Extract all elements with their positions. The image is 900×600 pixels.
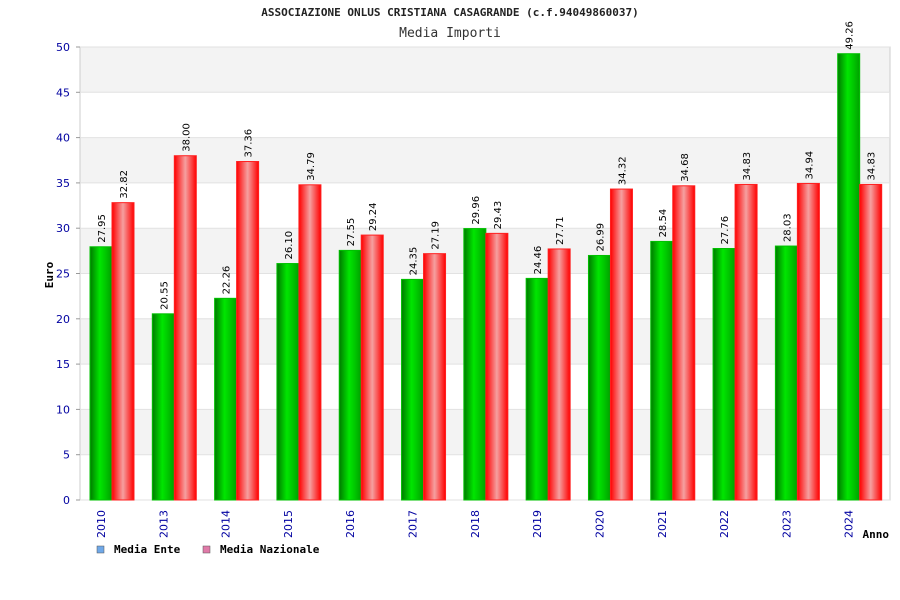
y-tick-label: 50 — [56, 41, 70, 54]
bar-media-ente-2016 — [338, 249, 362, 501]
legend: Media Ente Media Nazionale — [96, 543, 320, 556]
data-label: 34.83 — [742, 152, 753, 181]
data-label: 28.54 — [658, 209, 669, 238]
bar-media-ente-2021 — [650, 240, 674, 501]
y-axis-ticks: 0 5 10 15 20 25 30 35 40 45 50 — [56, 41, 70, 507]
y-tick-label: 0 — [63, 494, 70, 507]
x-tick-label: 2017 — [407, 510, 420, 538]
x-tick-label: 2024 — [843, 510, 856, 538]
bar-media-nazionale-2014 — [236, 161, 260, 501]
data-label: 27.19 — [431, 221, 442, 250]
bar-media-nazionale-2020 — [609, 188, 633, 501]
x-tick-label: 2010 — [95, 510, 108, 538]
data-label: 27.95 — [97, 214, 108, 243]
x-tick-label: 2023 — [780, 510, 793, 538]
x-tick-label: 2015 — [282, 510, 295, 538]
data-label: 29.24 — [368, 202, 379, 231]
bar-media-ente-2023 — [774, 245, 798, 501]
data-label: 27.55 — [346, 218, 357, 247]
data-label: 28.03 — [782, 213, 793, 242]
bar-media-nazionale-2018 — [485, 232, 509, 501]
data-label: 32.82 — [119, 170, 130, 199]
data-label: 27.71 — [555, 216, 566, 245]
data-label: 26.10 — [284, 231, 295, 260]
bar-media-nazionale-2017 — [423, 253, 447, 501]
bar-media-nazionale-2022 — [734, 183, 758, 501]
bar-media-ente-2018 — [463, 228, 487, 501]
chart-title: ASSOCIAZIONE ONLUS CRISTIANA CASAGRANDE … — [261, 6, 639, 19]
bars: 27.95 32.82 20.55 38.00 22.26 37.36 26.10 34.79… — [89, 21, 883, 501]
y-tick-label: 30 — [56, 222, 70, 235]
y-tick-label: 35 — [56, 177, 70, 190]
bar-media-ente-2024 — [837, 53, 861, 501]
data-label: 20.55 — [159, 281, 170, 310]
bar-media-nazionale-2010 — [111, 202, 135, 501]
x-tick-label: 2018 — [469, 510, 482, 538]
x-tick-label: 2014 — [220, 510, 233, 538]
bar-media-ente-2020 — [587, 254, 611, 501]
data-label: 26.99 — [595, 223, 606, 252]
bar-media-nazionale-2015 — [298, 184, 322, 501]
data-label: 29.43 — [493, 201, 504, 230]
data-label: 29.96 — [471, 196, 482, 225]
x-tick-label: 2022 — [718, 510, 731, 538]
data-label: 34.83 — [867, 152, 878, 181]
data-label: 24.46 — [533, 246, 544, 275]
legend-swatch-media-ente — [96, 545, 105, 554]
data-label: 38.00 — [181, 123, 192, 152]
x-tick-label: 2016 — [344, 510, 357, 538]
x-tick-label: 2020 — [593, 510, 606, 538]
legend-label-media-nazionale: Media Nazionale — [220, 543, 320, 556]
bar-media-ente-2022 — [712, 247, 736, 501]
data-label: 49.26 — [845, 21, 856, 50]
bar-media-ente-2013 — [151, 313, 175, 501]
y-tick-label: 20 — [56, 313, 70, 326]
legend-swatch-media-nazionale — [202, 545, 211, 554]
data-label: 27.76 — [720, 216, 731, 245]
bar-media-ente-2014 — [214, 297, 238, 501]
y-tick-label: 40 — [56, 132, 70, 145]
x-tick-label: 2013 — [157, 510, 170, 538]
x-tick-label: 2019 — [531, 510, 544, 538]
bar-media-nazionale-2023 — [796, 182, 820, 501]
x-axis-ticks: 2010 2013 2014 2015 2016 2017 2018 2019 2020 2021… — [95, 510, 856, 538]
data-label: 37.36 — [244, 129, 255, 158]
y-axis-label: Euro — [43, 261, 56, 288]
bar-media-nazionale-2024 — [859, 183, 883, 501]
bar-media-nazionale-2021 — [672, 185, 696, 501]
bar-media-ente-2015 — [276, 263, 300, 501]
y-tick-label: 15 — [56, 358, 70, 371]
x-tick-label: 2021 — [656, 510, 669, 538]
bar-media-ente-2017 — [401, 278, 425, 501]
x-axis-label: Anno — [863, 528, 890, 541]
legend-label-media-ente: Media Ente — [114, 543, 181, 556]
data-label: 22.26 — [222, 266, 233, 295]
data-label: 24.35 — [409, 247, 420, 276]
plot-band — [80, 47, 890, 93]
chart-subtitle: Media Importi — [399, 26, 501, 41]
bar-media-ente-2010 — [89, 246, 113, 501]
y-tick-label: 25 — [56, 268, 70, 281]
plot-band — [80, 137, 890, 183]
y-tick-label: 45 — [56, 86, 70, 99]
data-label: 34.32 — [617, 156, 628, 185]
bar-media-ente-2019 — [525, 277, 549, 501]
data-label: 34.68 — [680, 153, 691, 182]
y-tick-label: 5 — [63, 449, 70, 462]
bar-media-nazionale-2016 — [360, 234, 384, 501]
data-label: 34.94 — [804, 151, 815, 180]
y-tick-label: 10 — [56, 403, 70, 416]
bar-media-nazionale-2019 — [547, 248, 571, 501]
bar-media-nazionale-2013 — [173, 155, 197, 501]
data-label: 34.79 — [306, 152, 317, 181]
